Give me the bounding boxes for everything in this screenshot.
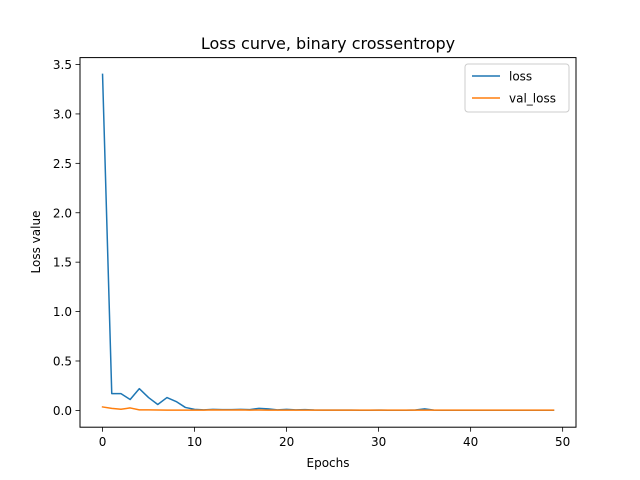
x-tick-label: 20 bbox=[279, 435, 294, 449]
y-ticks: 0.0 0.5 1.0 1.5 2.0 2.5 3.0 3.5 bbox=[53, 58, 80, 418]
y-axis-label: Loss value bbox=[29, 211, 43, 274]
series-lines bbox=[101, 73, 555, 411]
legend-label-val-loss: val_loss bbox=[509, 92, 556, 106]
x-tick-label: 40 bbox=[463, 435, 478, 449]
y-tick-label: 0.0 bbox=[53, 404, 72, 418]
plot-area: 0 10 20 30 40 50 0.0 0.5 1.0 1.5 2.0 2.5 3.0 3.5 bbox=[53, 57, 577, 449]
x-ticks: 0 10 20 30 40 50 bbox=[99, 427, 570, 449]
x-tick-label: 0 bbox=[99, 435, 107, 449]
legend-entries: loss val_loss bbox=[472, 70, 556, 106]
y-tick-label: 1.5 bbox=[53, 256, 72, 270]
legend-label-loss: loss bbox=[509, 70, 532, 84]
y-tick-label: 2.5 bbox=[53, 157, 72, 171]
series-line-val-loss bbox=[101, 406, 555, 411]
y-tick-label: 3.0 bbox=[53, 107, 72, 121]
x-axis-label: Epochs bbox=[307, 456, 350, 470]
y-tick-label: 3.5 bbox=[53, 58, 72, 72]
x-tick-label: 30 bbox=[371, 435, 386, 449]
y-tick-label: 0.5 bbox=[53, 354, 72, 368]
axes-frame bbox=[79, 57, 577, 428]
chart-title: Loss curve, binary crossentropy bbox=[201, 34, 455, 53]
legend: loss val_loss bbox=[464, 63, 570, 113]
y-tick-label: 1.0 bbox=[53, 305, 72, 319]
x-tick-label: 10 bbox=[187, 435, 202, 449]
x-tick-label: 50 bbox=[555, 435, 570, 449]
y-tick-label: 2.0 bbox=[53, 206, 72, 220]
